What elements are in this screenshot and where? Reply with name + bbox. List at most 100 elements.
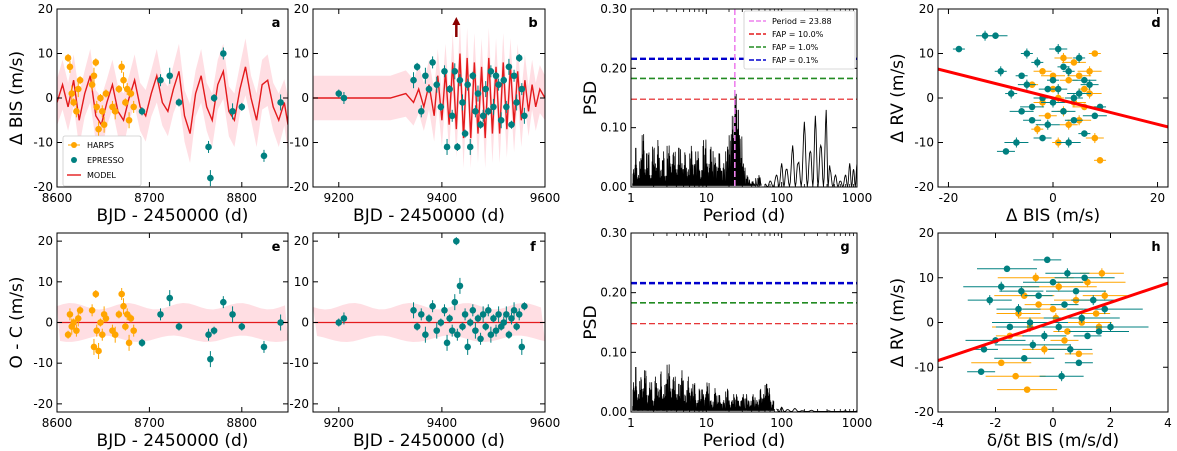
data-point: [1041, 346, 1048, 353]
data-point: [175, 323, 183, 330]
y-tick-label: 0.00: [600, 405, 627, 419]
y-tick-label: -10: [914, 360, 934, 374]
x-tick-label: -4: [932, 416, 944, 430]
y-axis-label: Δ RV (m/s): [888, 53, 908, 142]
periodogram-line: [632, 93, 762, 187]
data-point: [340, 315, 348, 322]
data-point: [451, 68, 459, 75]
x-tick-label: 9400: [427, 416, 458, 430]
data-point: [90, 343, 98, 351]
data-point: [477, 121, 484, 128]
y-tick-label: 20: [919, 2, 934, 16]
x-axis-label: Period (d): [703, 431, 785, 451]
y-tick-label: 0.20: [600, 61, 627, 75]
data-point: [521, 302, 528, 310]
data-point: [508, 121, 515, 128]
y-tick-label: 10: [38, 47, 53, 61]
y-tick-label: -20: [33, 180, 53, 194]
data-point: [68, 90, 76, 97]
legend-label-fap1: FAP = 1.0%: [772, 43, 819, 52]
panel-label: e: [272, 240, 281, 255]
data-point: [515, 311, 523, 318]
x-axis-label: BJD - 2450000 (d): [97, 431, 249, 451]
x-tick-label: 10: [699, 416, 714, 430]
data-point: [127, 315, 135, 322]
y-tick-label: 0.20: [600, 286, 627, 300]
data-point: [992, 32, 999, 39]
data-point: [1041, 332, 1048, 340]
data-point: [74, 85, 82, 93]
data-point: [98, 108, 106, 115]
y-tick-label: -10: [289, 136, 309, 150]
data-point: [1018, 108, 1025, 115]
data-point: [510, 306, 518, 314]
data-point: [74, 315, 82, 322]
y-tick-label: -10: [33, 136, 53, 150]
y-tick-label: -20: [289, 397, 309, 411]
plot-frame: [312, 8, 546, 188]
data-point: [1081, 76, 1088, 84]
data-point: [1075, 359, 1083, 367]
panel-label: g: [840, 240, 849, 255]
data-point: [88, 306, 96, 314]
plot-frame: [56, 232, 289, 413]
y-tick-label: 0.00: [600, 180, 627, 194]
x-tick-label: 4: [1164, 416, 1172, 430]
data-point: [422, 72, 429, 80]
y-tick-label: 10: [294, 47, 309, 61]
panel-label: h: [1151, 240, 1160, 255]
legend-label-harps: HARPS: [87, 141, 114, 150]
data-point: [66, 63, 74, 71]
data-point: [1086, 68, 1093, 75]
x-tick-label: 2: [1107, 416, 1115, 430]
y-axis-label: O - C (m/s): [7, 276, 27, 368]
data-point: [205, 143, 212, 151]
data-point: [64, 331, 72, 339]
panel-label: d: [1151, 16, 1160, 31]
data-point: [492, 72, 500, 80]
model-uncertainty-band: [57, 38, 288, 163]
data-point: [1065, 76, 1072, 84]
data-point: [1081, 85, 1088, 93]
data-point: [1081, 274, 1088, 282]
legend-box: [743, 10, 856, 70]
data-point: [229, 108, 236, 115]
data-point: [1018, 287, 1025, 295]
data-point: [1049, 305, 1057, 313]
data-point: [1049, 278, 1057, 286]
panel-a-plot-area: [57, 38, 288, 187]
data-point: [205, 331, 212, 339]
data-point: [484, 306, 492, 314]
data-point: [1081, 130, 1088, 137]
data-point: [1018, 72, 1025, 80]
data-point: [464, 81, 471, 88]
data-point: [1029, 341, 1037, 349]
data-point: [1101, 305, 1109, 313]
data-point: [1023, 386, 1031, 393]
data-point: [461, 311, 469, 318]
data-point: [997, 283, 1005, 291]
data-point: [500, 319, 508, 326]
data-point: [1095, 328, 1103, 335]
data-point: [417, 311, 425, 318]
data-point: [1003, 265, 1011, 273]
data-point: [1060, 54, 1067, 62]
data-point: [446, 315, 453, 322]
periodogram-tail-line: [764, 109, 857, 187]
data-point: [207, 355, 214, 363]
data-point: [115, 85, 123, 93]
data-point: [1065, 121, 1072, 128]
y-tick-label: -20: [289, 180, 309, 194]
y-axis-label: PSD: [581, 81, 601, 115]
x-tick-label: 9200: [324, 416, 355, 430]
data-point: [487, 68, 495, 75]
data-point: [1034, 59, 1041, 66]
data-point: [443, 143, 451, 151]
data-point: [207, 174, 214, 182]
data-point: [277, 99, 284, 106]
data-point: [474, 90, 482, 97]
data-point: [513, 323, 520, 330]
data-point: [484, 108, 492, 115]
legend-label-fap10: FAP = 10.0%: [772, 30, 824, 39]
